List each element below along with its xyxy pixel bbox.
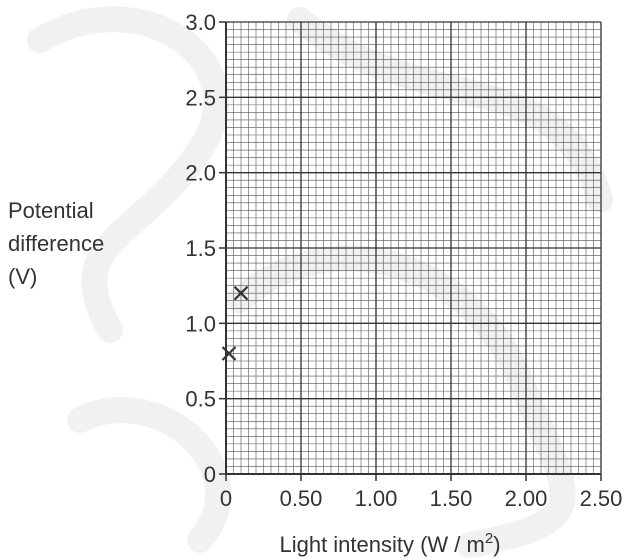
- y-tick-label: 2.0: [185, 161, 216, 186]
- watermark-background: [27, 6, 613, 558]
- y-tick-label: 1.0: [185, 311, 216, 336]
- data-points: [221, 285, 249, 361]
- x-tick-label: 1.50: [430, 486, 473, 511]
- x-tick-label: 1.00: [355, 486, 398, 511]
- y-tick-label: 1.5: [185, 236, 216, 261]
- x-axis-label-superscript: 2: [485, 530, 493, 547]
- x-tick-labels: 0 0.50 1.00 1.50 2.00 2.50: [220, 486, 623, 511]
- data-point-marker: [233, 285, 249, 301]
- y-axis-label-line-3: (V): [8, 264, 37, 289]
- y-tick-label: 0.5: [185, 387, 216, 412]
- y-tick-labels: 0 0.5 1.0 1.5 2.0 2.5 3.0: [185, 10, 216, 487]
- x-tick-label: 0.50: [280, 486, 323, 511]
- x-axis-label-end: ): [493, 532, 500, 557]
- marker-stroke: [233, 285, 249, 301]
- y-axis-label: Potential difference (V): [8, 198, 110, 289]
- y-axis-label-line-2: difference: [8, 231, 104, 256]
- y-tick-label: 2.5: [185, 85, 216, 110]
- x-tick-label: 0: [220, 486, 232, 511]
- x-tick-label: 2.50: [580, 486, 623, 511]
- x-axis-label-main: Light intensity (W / m: [279, 532, 484, 557]
- axes: [219, 21, 602, 481]
- y-tick-label: 3.0: [185, 10, 216, 35]
- data-point-marker: [221, 346, 237, 361]
- x-axis-label: Light intensity (W / m2): [279, 530, 500, 557]
- y-axis-label-line-1: Potential: [8, 198, 94, 223]
- y-tick-label: 0: [204, 462, 216, 487]
- x-tick-label: 2.00: [505, 486, 548, 511]
- marker-stroke: [221, 346, 237, 361]
